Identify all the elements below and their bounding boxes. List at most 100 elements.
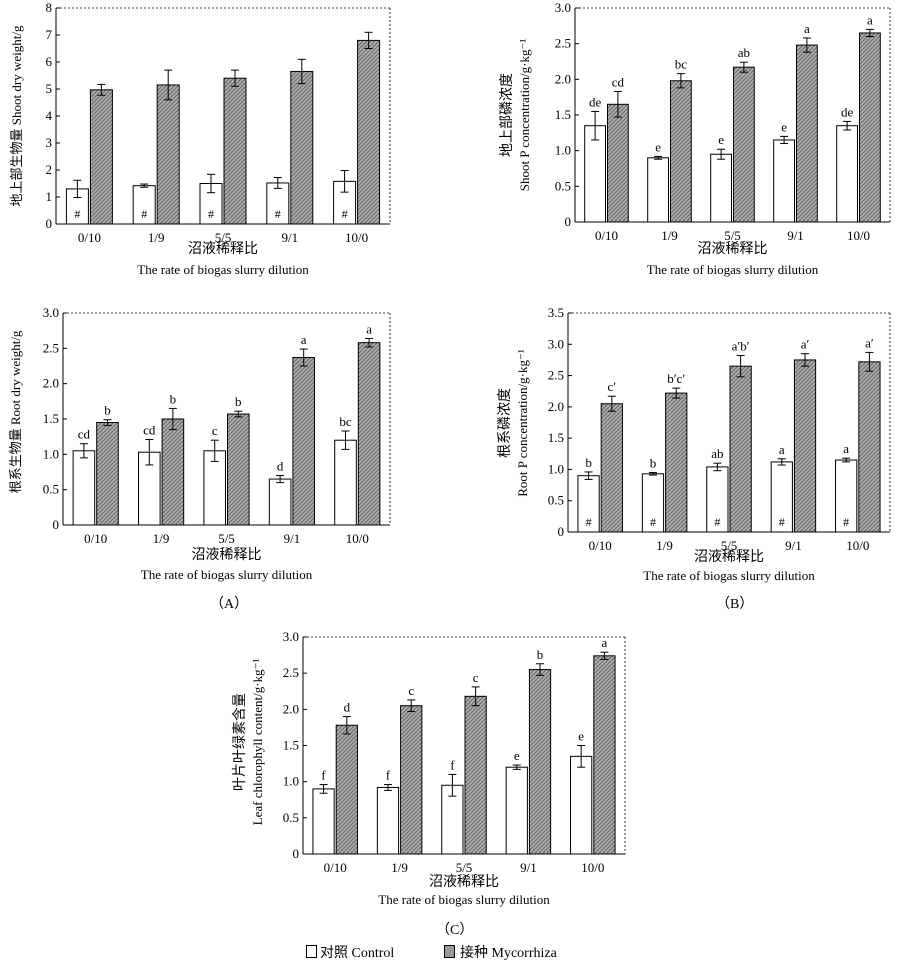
- legend-swatch-control: [306, 945, 317, 958]
- y-axis-title-en: Shoot P concentration/g·kg⁻¹: [517, 39, 532, 192]
- bar-control: [570, 755, 593, 855]
- significance-label: a′: [801, 337, 810, 352]
- panel-label-a: （A）: [210, 597, 249, 612]
- significance-label: b: [537, 647, 544, 662]
- bar-mycorrhiza: [292, 357, 315, 526]
- x-tick-label: 5/5: [721, 538, 738, 553]
- y-tick-label: 2.0: [548, 399, 564, 414]
- significance-label: b: [235, 394, 242, 409]
- bar-mycorrhiza: [593, 655, 616, 855]
- bar-mycorrhiza: [357, 342, 381, 526]
- bar-control: [72, 450, 96, 526]
- x-tick-label: 1/9: [661, 228, 678, 243]
- significance-label: cd: [612, 74, 625, 89]
- y-axis-title: 根系生物量 Root dry weight/g: [8, 330, 23, 493]
- y-tick-label: 3.0: [555, 0, 571, 15]
- y-tick-label: 2.5: [555, 36, 571, 51]
- x-axis-title-en: The rate of biogas slurry dilution: [141, 567, 313, 582]
- bar-mycorrhiza: [400, 705, 423, 855]
- bar-mycorrhiza: [357, 39, 381, 225]
- bar-inner-label: #: [843, 515, 849, 529]
- bar-mycorrhiza: [607, 103, 629, 223]
- y-tick-label: 0.5: [283, 810, 299, 825]
- bar-mycorrhiza: [670, 80, 692, 223]
- x-tick-label: 0/10: [595, 228, 618, 243]
- x-tick-label: 5/5: [724, 228, 741, 243]
- significance-label: e: [514, 748, 520, 763]
- y-tick-label: 2.0: [283, 701, 299, 716]
- y-tick-label: 8: [46, 0, 53, 15]
- bar-mycorrhiza: [733, 66, 755, 223]
- x-tick-label: 0/10: [84, 531, 107, 546]
- chart-panel-4: 0 0.5 1.0 1.5 2.0 2.5 3.0 3.5 0/10 b # c′ 1/9 b # b′c′ 5…: [497, 305, 891, 583]
- y-tick-label: 1.5: [548, 430, 564, 445]
- y-tick-label: 5: [46, 81, 53, 96]
- bar-control: [203, 450, 226, 526]
- y-tick-label: 1.0: [548, 461, 564, 476]
- bar-mycorrhiza: [223, 77, 247, 225]
- y-axis-title-en: Leaf chlorophyll content/g·kg⁻¹: [250, 659, 265, 826]
- significance-label: b: [104, 403, 111, 418]
- significance-label: b: [585, 455, 592, 470]
- y-tick-label: 3.0: [548, 336, 564, 351]
- bar-mycorrhiza: [665, 392, 688, 533]
- x-tick-label: 10/0: [346, 531, 369, 546]
- y-axis-title-cn: 根系磷浓度: [497, 388, 513, 458]
- x-tick-label: 5/5: [456, 860, 473, 875]
- x-axis-title-cn: 沼液稀释比: [188, 241, 258, 257]
- x-tick-label: 1/9: [153, 531, 170, 546]
- x-axis-title-cn: 沼液稀释比: [429, 874, 499, 890]
- x-tick-label: 9/1: [281, 230, 298, 245]
- bar-control: [836, 125, 859, 223]
- significance-label: a: [366, 321, 372, 336]
- y-tick-label: 0.5: [43, 482, 59, 497]
- significance-label: a′b′: [732, 339, 750, 354]
- y-tick-label: 2: [46, 162, 53, 177]
- bar-mycorrhiza: [156, 84, 180, 225]
- y-tick-label: 3.0: [283, 629, 299, 644]
- bar-mycorrhiza: [89, 89, 113, 225]
- significance-label: cd: [143, 422, 156, 437]
- bar-inner-label: #: [141, 207, 147, 221]
- bar-control: [312, 788, 335, 855]
- bar-mycorrhiza: [161, 418, 185, 526]
- bar-mycorrhiza: [528, 669, 552, 855]
- chart-panel-3: 00.51.01.52.02.53.00/10cdb1/9cdb5/5cb9/1…: [8, 305, 391, 582]
- significance-label: a: [602, 635, 608, 650]
- x-axis-title-cn: 沼液稀释比: [192, 547, 262, 563]
- bar-inner-label: #: [342, 207, 348, 221]
- significance-label: a: [804, 21, 810, 36]
- y-tick-label: 3.0: [43, 305, 59, 320]
- y-tick-label: 0: [46, 216, 53, 231]
- significance-label: a: [301, 332, 307, 347]
- x-tick-label: 0/10: [589, 538, 612, 553]
- bar-mycorrhiza: [464, 695, 487, 855]
- chart-panel-1: 0123456780/10#1/9#5/5#9/1#10/0#沼液稀释比The …: [9, 0, 391, 277]
- x-tick-label: 10/0: [847, 228, 870, 243]
- significance-label: ab: [738, 45, 750, 60]
- bar-inner-label: #: [779, 515, 785, 529]
- significance-label: bc: [339, 414, 352, 429]
- y-tick-label: 2.0: [555, 71, 571, 86]
- significance-label: c′: [608, 379, 617, 394]
- y-tick-label: 2.0: [43, 376, 59, 391]
- significance-label: c: [473, 670, 479, 685]
- y-tick-label: 3: [46, 135, 53, 150]
- x-tick-label: 1/9: [148, 230, 165, 245]
- bar-control: [334, 439, 357, 526]
- significance-label: a: [779, 442, 785, 457]
- y-tick-label: 0.5: [555, 178, 571, 193]
- bar-control: [268, 478, 292, 526]
- bar-inner-label: #: [714, 515, 720, 529]
- x-tick-label: 0/10: [78, 230, 101, 245]
- bar-mycorrhiza: [729, 365, 752, 533]
- y-tick-label: 4: [46, 108, 53, 123]
- y-tick-label: 6: [46, 54, 53, 69]
- y-tick-label: 0.5: [548, 493, 564, 508]
- significance-label: bc: [675, 57, 688, 72]
- x-tick-label: 5/5: [215, 230, 232, 245]
- bar-inner-label: #: [208, 207, 214, 221]
- bar-control: [647, 157, 670, 223]
- significance-label: c: [408, 683, 414, 698]
- y-tick-label: 1: [46, 189, 53, 204]
